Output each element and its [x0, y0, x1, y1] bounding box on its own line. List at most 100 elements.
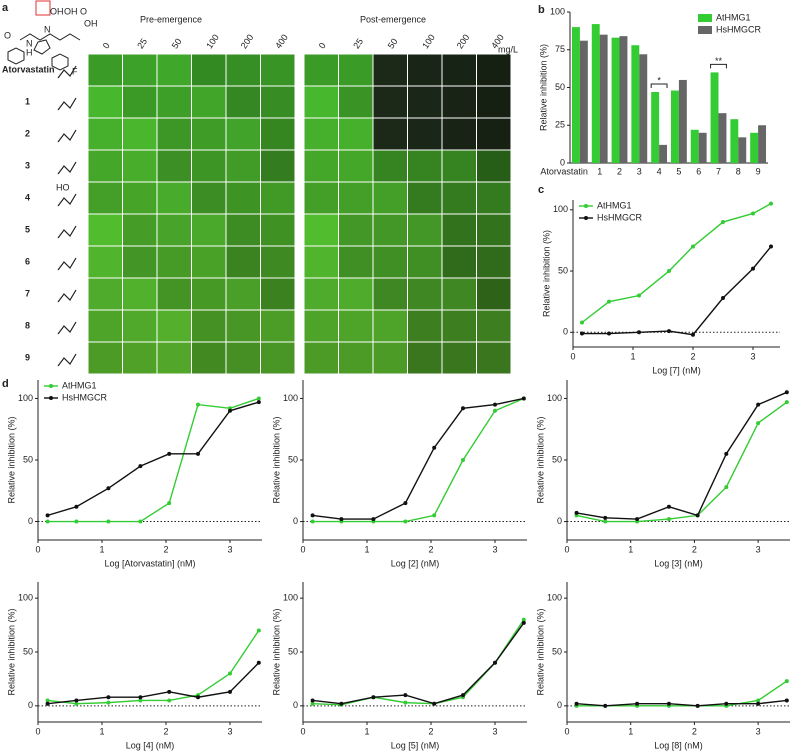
data-point	[756, 698, 761, 703]
plant-image	[123, 118, 157, 150]
bar	[670, 90, 679, 163]
substituent	[57, 225, 77, 239]
y-tick-label: 0	[560, 157, 565, 167]
data-point	[228, 671, 232, 676]
plant-image	[88, 54, 122, 86]
significance-bracket	[710, 63, 727, 69]
bar	[659, 144, 668, 163]
data-point	[167, 451, 172, 456]
data-point	[256, 400, 261, 405]
plant-image	[157, 150, 191, 182]
plant-image	[373, 310, 407, 342]
x-tick-label: 2	[617, 166, 622, 176]
data-point	[256, 660, 261, 665]
data-point	[310, 519, 315, 524]
concentration-label: 50	[386, 37, 400, 51]
substituent	[57, 289, 77, 303]
plant-image	[192, 278, 226, 310]
data-point	[256, 396, 261, 401]
data-point	[603, 515, 608, 520]
plant-image	[88, 182, 122, 214]
plant-image	[304, 214, 338, 246]
compound-label: 7	[25, 288, 30, 298]
data-point	[106, 695, 111, 700]
data-point	[603, 703, 608, 708]
series-line	[576, 401, 788, 523]
plant-image	[373, 342, 407, 374]
bar	[591, 24, 600, 163]
substituent	[57, 97, 77, 111]
data-point	[784, 390, 789, 395]
y-axis-title: Relative inhibition (%)	[541, 230, 551, 317]
y-tick-label: 50	[23, 454, 33, 464]
y-tick-label: 50	[23, 646, 33, 656]
data-point	[493, 402, 497, 407]
data-point	[521, 617, 526, 622]
legend-label: HsHMGCR	[597, 212, 642, 222]
data-point	[607, 299, 611, 304]
data-point	[310, 698, 315, 703]
x-tick-label: 7	[716, 166, 721, 176]
x-tick-label: 0	[570, 351, 575, 361]
panel-label: b	[538, 4, 545, 16]
data-point	[256, 628, 261, 633]
annotation: **	[715, 56, 723, 66]
plant-image	[339, 246, 373, 278]
plant-image	[192, 342, 226, 374]
data-point	[603, 519, 608, 524]
plant-image	[261, 182, 295, 214]
x-tick-label: 1	[364, 544, 369, 554]
plant-image	[408, 214, 442, 246]
concentration-label: 0	[101, 41, 112, 51]
plant-image	[477, 182, 511, 214]
data-point	[45, 701, 50, 706]
data-point	[461, 693, 465, 698]
x-tick-label: 3	[756, 544, 761, 554]
x-tick-label: 0	[564, 544, 569, 554]
concentration-label: 200	[455, 32, 472, 50]
plant-image	[339, 342, 373, 374]
data-point	[784, 400, 789, 405]
data-point	[167, 501, 172, 506]
bar	[631, 45, 640, 163]
plant-image	[373, 54, 407, 86]
plant-image	[88, 342, 122, 374]
plant-image	[157, 182, 191, 214]
y-axis-title: Relative inhibition (%)	[535, 608, 545, 695]
legend-swatch	[49, 384, 53, 388]
data-point	[580, 331, 584, 336]
x-tick-label: 9	[756, 166, 761, 176]
plant-image	[226, 278, 260, 310]
y-tick-label: 25	[555, 120, 565, 130]
x-tick-label: 3	[756, 726, 761, 736]
plant-image	[261, 342, 295, 374]
x-tick-label: 3	[227, 726, 232, 736]
plant-image	[339, 310, 373, 342]
data-point	[138, 519, 143, 524]
legend-label: AtHMG1	[62, 380, 97, 390]
plant-image	[373, 86, 407, 118]
x-tick-label: 2	[428, 544, 433, 554]
plant-image	[408, 86, 442, 118]
plant-image	[88, 310, 122, 342]
plant-image	[477, 246, 511, 278]
plant-image	[88, 86, 122, 118]
plant-image	[408, 278, 442, 310]
structure-label: OH	[50, 6, 64, 16]
plant-image	[477, 150, 511, 182]
plant-image	[339, 86, 373, 118]
data-point	[724, 485, 729, 490]
annotation: *	[657, 75, 661, 85]
series-line	[47, 397, 260, 523]
x-tick-label: 1	[628, 544, 633, 554]
plant-image	[261, 54, 295, 86]
y-tick-label: 100	[283, 393, 298, 403]
data-point	[724, 451, 729, 456]
bar	[730, 119, 739, 163]
plant-image	[304, 118, 338, 150]
plant-image	[442, 342, 476, 374]
plant-image	[442, 118, 476, 150]
plant-image	[442, 150, 476, 182]
panel-label: d	[2, 378, 9, 390]
substituent	[57, 321, 77, 335]
